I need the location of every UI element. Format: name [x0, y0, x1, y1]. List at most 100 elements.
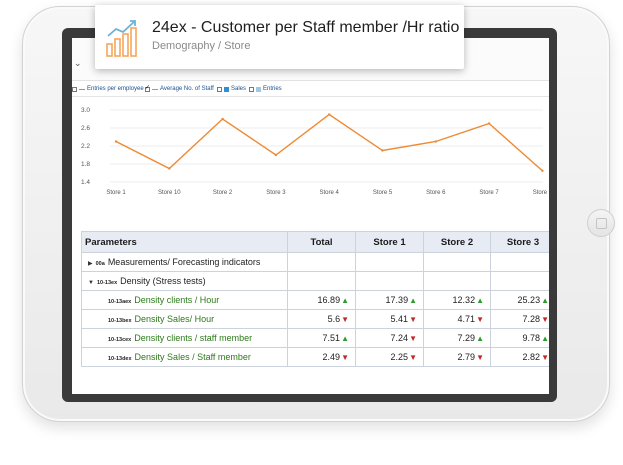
legend-square-marker [224, 86, 229, 92]
legend-item-sales[interactable]: Sales [217, 86, 246, 92]
value-text: 7.51 [322, 333, 341, 343]
data-point[interactable] [274, 153, 278, 157]
parameter-label[interactable]: Density Sales/ Hour [134, 314, 215, 324]
y-tick-label: 3.0 [81, 107, 90, 114]
home-button[interactable] [587, 209, 615, 237]
expand-arrow-icon[interactable]: ▶ [88, 261, 93, 267]
value-text: 25.23 [517, 295, 541, 305]
chart-svg: 3.0 2.6 2.2 1.8 1.4 Store 1 Store 10 Store 2 Sto… [81, 107, 549, 196]
table-row[interactable]: 10-13aex Density clients / Hour 16.89▲ 17.3… [81, 290, 549, 310]
group-cell[interactable]: ▼ 10-13ex Density (Stress tests) [81, 271, 288, 291]
table-row[interactable]: 10-13dex Density Sales / Staff member 2.49… [81, 347, 549, 367]
trend-down-icon: ▼ [476, 315, 484, 324]
y-tick-label: 2.6 [81, 125, 90, 132]
table-cell [355, 271, 424, 291]
legend-checkbox[interactable] [145, 84, 150, 92]
data-point[interactable] [168, 167, 171, 170]
table-cell [355, 252, 424, 272]
value-text: 7.24 [390, 333, 409, 343]
data-point[interactable] [434, 140, 437, 143]
value-cell: 25.23▲ [490, 290, 549, 310]
parameter-code: 00a [95, 261, 105, 267]
parameter-label[interactable]: Density clients / Hour [134, 295, 220, 305]
value-cell: 7.29▲ [423, 328, 491, 348]
column-header[interactable]: Total [287, 231, 356, 253]
parameter-cell[interactable]: 10-13aex Density clients / Hour [81, 290, 288, 310]
table-group-row-collapsed[interactable]: ▶ 00a Measurements/ Forecasting indicators [81, 252, 549, 272]
value-cell: 5.41▼ [355, 309, 424, 329]
chevron-down-icon[interactable]: ⌄ [74, 58, 82, 68]
legend-checkbox[interactable] [217, 86, 222, 92]
value-text: 7.29 [457, 333, 476, 343]
parameter-code: 10-13cex [108, 337, 132, 343]
value-text: 2.79 [457, 352, 476, 362]
parameter-cell[interactable]: 10-13bex Density Sales/ Hour [81, 309, 288, 329]
value-text: 2.25 [390, 352, 409, 362]
parameter-code: 10-13bex [108, 318, 132, 324]
data-point[interactable] [487, 122, 491, 125]
group-label: Density (Stress tests) [120, 276, 206, 286]
table-cell [287, 271, 356, 291]
table-row[interactable]: 10-13cex Density clients / staff member 7.… [81, 328, 549, 348]
legend-label: Sales [231, 86, 247, 92]
data-point[interactable] [328, 113, 331, 116]
data-point[interactable] [114, 140, 118, 143]
y-tick-label: 1.4 [81, 179, 90, 186]
table-cell [423, 271, 491, 291]
trend-down-icon: ▼ [541, 315, 549, 324]
x-tick-label: Store 2 [213, 190, 233, 196]
value-cell: 5.6▼ [287, 309, 356, 329]
legend-checkbox[interactable] [72, 86, 77, 92]
trend-down-icon: ▼ [409, 315, 417, 324]
legend-item-entries-per-employee[interactable]: Entries per employee [72, 86, 144, 92]
column-header[interactable]: Parameters [81, 231, 288, 253]
trend-down-icon: ▼ [409, 334, 417, 343]
legend-item-average-staff[interactable]: Average No. of Staff [145, 84, 214, 92]
parameter-label[interactable]: Density Sales / Staff member [134, 352, 251, 362]
legend-checkbox[interactable] [249, 86, 254, 92]
column-header[interactable]: Store 2 [423, 231, 491, 253]
group-cell[interactable]: ▶ 00a Measurements/ Forecasting indicators [81, 252, 288, 272]
value-cell: 7.24▼ [355, 328, 424, 348]
value-text: 4.71 [457, 314, 476, 324]
data-point[interactable] [541, 169, 544, 172]
column-header[interactable]: Store 1 [355, 231, 424, 253]
line-chart: 3.0 2.6 2.2 1.8 1.4 Store 1 Store 10 Store 2 Sto… [72, 98, 549, 210]
parameter-label[interactable]: Density clients / staff member [134, 333, 253, 343]
table-cell [490, 271, 549, 291]
value-text: 2.82 [522, 352, 541, 362]
column-header[interactable]: Store 3 [490, 231, 549, 253]
trend-up-icon: ▲ [476, 334, 484, 343]
series-line[interactable] [115, 113, 543, 172]
table-row[interactable]: 10-13bex Density Sales/ Hour 5.6▼ 5.41▼ 4.71… [81, 309, 549, 329]
value-cell: 2.79▼ [423, 347, 491, 367]
data-point[interactable] [221, 117, 224, 121]
page-title: 24ex - Customer per Staff member /Hr rat… [152, 19, 460, 36]
trend-up-icon: ▲ [541, 296, 549, 305]
data-point[interactable] [381, 149, 384, 152]
parameter-cell[interactable]: 10-13dex Density Sales / Staff member [81, 347, 288, 367]
trend-up-icon: ▲ [541, 334, 549, 343]
table-cell [287, 252, 356, 272]
bar-chart-trend-icon [106, 20, 137, 57]
parameter-cell[interactable]: 10-13cex Density clients / staff member [81, 328, 288, 348]
x-tick-label: Store 5 [373, 190, 393, 196]
x-tick-label: Store 4 [320, 190, 340, 196]
trend-down-icon: ▼ [341, 315, 349, 324]
parameter-code: 10-13aex [108, 299, 132, 305]
value-text: 5.41 [390, 314, 409, 324]
value-text: 9.78 [522, 333, 541, 343]
divider [72, 96, 549, 97]
table-group-row-expanded[interactable]: ▼ 10-13ex Density (Stress tests) [81, 271, 549, 291]
value-text: 16.89 [317, 295, 341, 305]
table-header-row: Parameters Total Store 1 Store 2 Store 3 [81, 231, 549, 253]
trend-down-icon: ▼ [341, 353, 349, 362]
trend-up-icon: ▲ [476, 296, 484, 305]
legend-line-marker [79, 88, 85, 90]
y-tick-label: 1.8 [81, 161, 90, 168]
collapse-arrow-icon[interactable]: ▼ [88, 280, 94, 286]
legend-item-entries[interactable]: Entries [249, 86, 282, 92]
value-cell: 4.71▼ [423, 309, 491, 329]
legend-label: Entries [263, 86, 282, 92]
value-cell: 2.25▼ [355, 347, 424, 367]
